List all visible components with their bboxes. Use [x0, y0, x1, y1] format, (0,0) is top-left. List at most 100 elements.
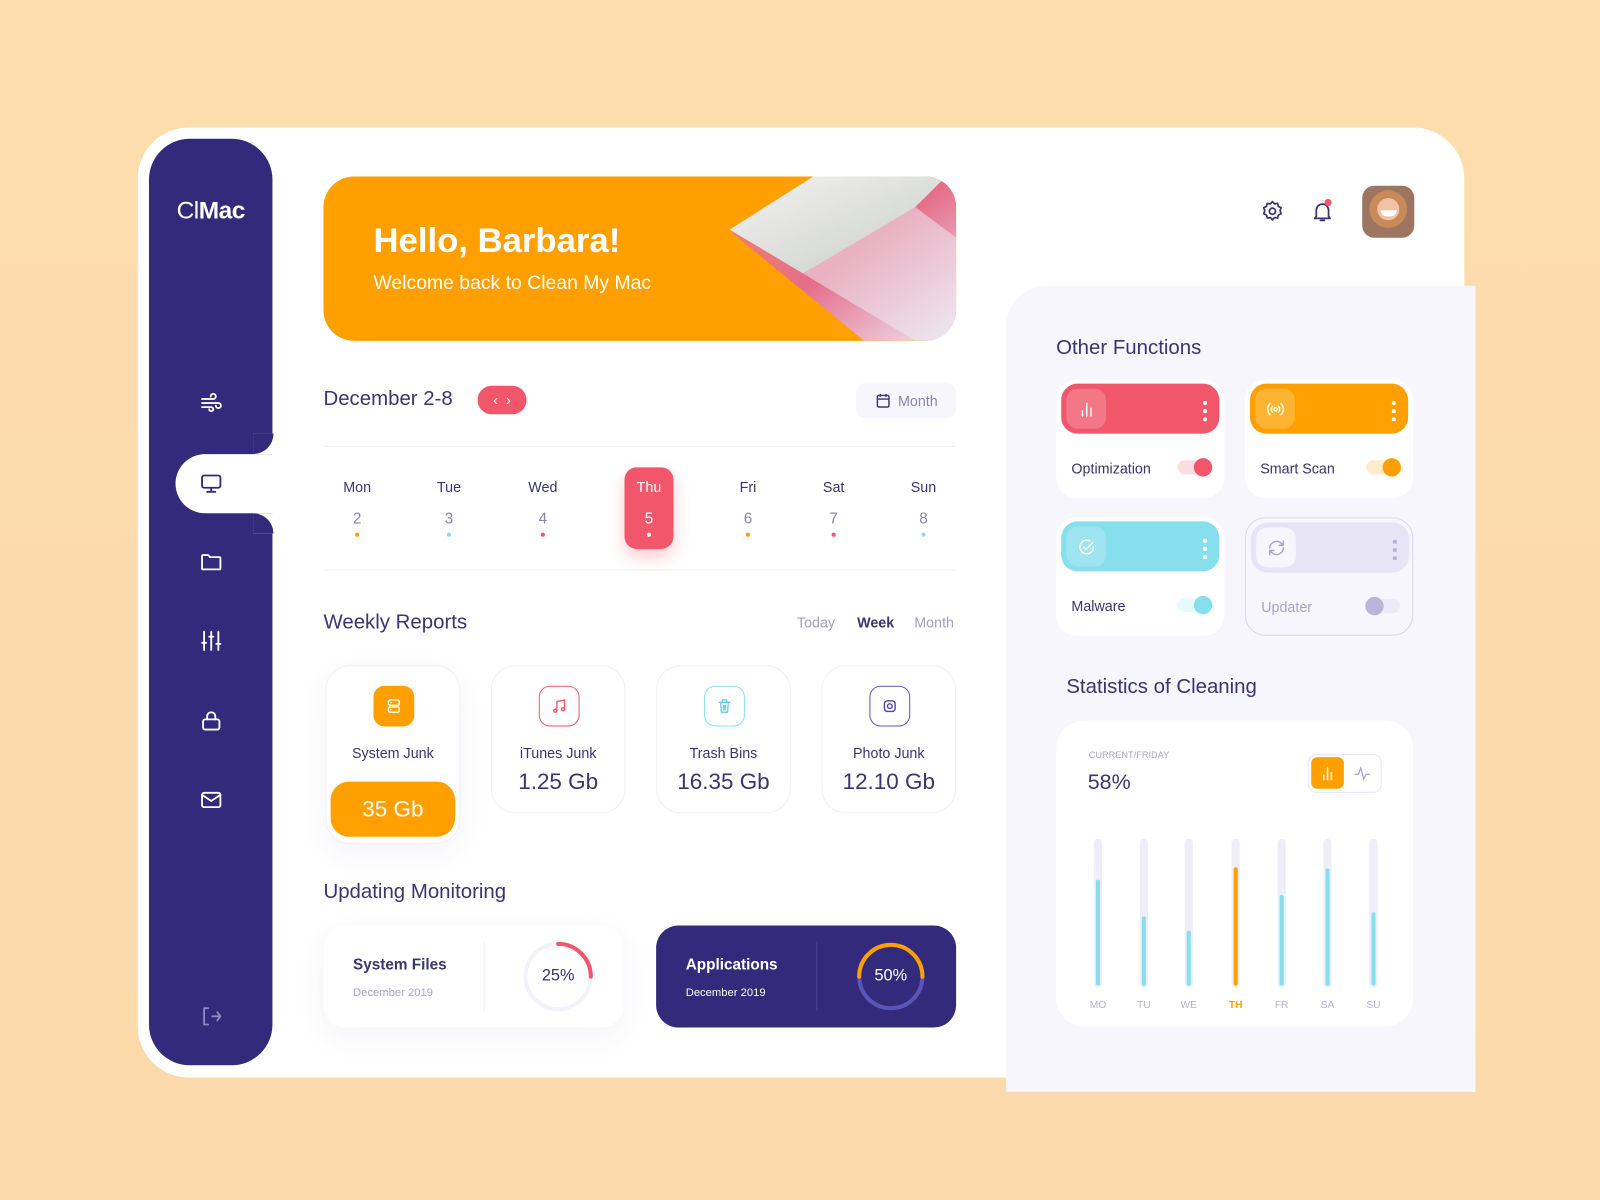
logout-button[interactable]: [194, 999, 229, 1034]
statistics-value: 58%: [1087, 770, 1131, 794]
report-value: 16.35 Gb: [677, 768, 770, 794]
notifications-button[interactable]: [1310, 198, 1334, 229]
bar-chart-icon: [1066, 388, 1107, 429]
sidebar-item-files[interactable]: [194, 545, 229, 580]
statistics-card: CURRENT/FRIDAY 58% MO TU WE TH FR SA SU: [1056, 720, 1414, 1027]
function-toggle[interactable]: [1177, 458, 1213, 477]
bar-label: WE: [1180, 999, 1197, 1012]
sidebar: [148, 138, 273, 1066]
day-event-dot: [355, 532, 360, 537]
bar-tu: [1141, 916, 1146, 986]
bar-view-button[interactable]: [1311, 757, 1344, 789]
day-event-dot: [745, 532, 750, 537]
divider: [483, 941, 485, 1012]
line-view-button[interactable]: [1346, 757, 1379, 789]
bar-mo: [1095, 879, 1100, 986]
more-options-icon[interactable]: [1203, 538, 1208, 560]
function-toggle[interactable]: [1366, 458, 1402, 477]
welcome-banner: Hello, Barbara! Welcome back to Clean My…: [323, 176, 957, 341]
divider: [323, 445, 957, 447]
tab-week[interactable]: Week: [857, 614, 895, 631]
more-options-icon[interactable]: [1203, 401, 1208, 422]
broadcast-icon: [1255, 388, 1295, 429]
date-range: December 2-8: [323, 387, 453, 411]
function-toggle[interactable]: [1365, 596, 1400, 616]
day-date: 2: [352, 510, 362, 528]
chevron-right-icon[interactable]: ›: [506, 391, 511, 409]
sidebar-item-mail[interactable]: [194, 783, 229, 818]
function-card-optimization[interactable]: Optimization: [1056, 379, 1225, 498]
monitor-subtitle: December 2019: [353, 986, 433, 999]
camera-icon: [869, 685, 911, 727]
day-date: 3: [444, 510, 454, 528]
bar-label: SU: [1366, 999, 1381, 1012]
sidebar-item-security[interactable]: [194, 703, 229, 738]
statistics-caption: CURRENT/FRIDAY: [1088, 749, 1170, 761]
calendar-day-wed[interactable]: Wed 4: [512, 467, 573, 549]
function-card-malware[interactable]: Malware: [1056, 517, 1225, 636]
monitoring-title: Updating Monitoring: [323, 880, 507, 904]
week-nav-button[interactable]: ‹ ›: [477, 385, 527, 415]
calendar-day-tue[interactable]: Tue 3: [418, 467, 479, 549]
function-card-updater[interactable]: Updater: [1244, 517, 1414, 636]
tab-month[interactable]: Month: [914, 614, 954, 631]
day-event-dot: [831, 532, 836, 537]
logout-icon: [203, 1007, 222, 1026]
calendar-day-thu[interactable]: Thu 5: [624, 467, 674, 549]
function-name: Optimization: [1071, 460, 1151, 477]
bar-track-su: [1369, 838, 1378, 988]
report-value: 35 Gb: [330, 781, 456, 837]
day-name: Mon: [343, 478, 372, 495]
more-options-icon[interactable]: [1391, 401, 1396, 422]
function-card-smart-scan[interactable]: Smart Scan: [1244, 379, 1414, 498]
report-card-system-junk[interactable]: System Junk 35 Gb: [325, 665, 461, 844]
day-name: Sun: [910, 478, 937, 495]
day-event-dot: [921, 532, 926, 537]
report-value: 1.25 Gb: [518, 768, 599, 794]
bar-track-sa: [1323, 838, 1332, 988]
day-event-dot: [646, 532, 652, 537]
calendar-day-mon[interactable]: Mon 2: [327, 467, 388, 549]
report-label: Photo Junk: [853, 744, 925, 762]
avatar-smile: [1380, 210, 1397, 217]
toggle-knob: [1193, 458, 1213, 477]
avatar[interactable]: [1362, 185, 1415, 238]
tab-today[interactable]: Today: [796, 614, 836, 631]
monitor-card-system-files[interactable]: System Files December 2019 25%: [323, 925, 624, 1028]
settings-button[interactable]: [1260, 199, 1284, 229]
sidebar-item-cleaner[interactable]: [194, 386, 229, 421]
sidebar-item-settings[interactable]: [194, 623, 229, 658]
chevron-left-icon[interactable]: ‹: [493, 391, 498, 409]
progress-ring: [857, 942, 925, 1011]
sidebar-item-dashboard[interactable]: [194, 466, 229, 501]
monitor-icon: [201, 474, 222, 493]
month-view-button[interactable]: Month: [856, 382, 957, 419]
sidebar-active-tab: [175, 454, 278, 514]
calendar-day-fri[interactable]: Fri 6: [717, 467, 778, 549]
day-event-dot: [446, 532, 452, 537]
report-card-photo-junk[interactable]: Photo Junk 12.10 Gb: [821, 665, 957, 814]
day-name: Sat: [822, 478, 845, 495]
day-name: Fri: [739, 478, 757, 495]
bar-label: TU: [1137, 999, 1151, 1012]
calendar-day-sun[interactable]: Sun 8: [893, 467, 954, 549]
report-label: Trash Bins: [689, 744, 758, 762]
toggle-knob: [1365, 596, 1384, 616]
report-card-trash-bins[interactable]: Trash Bins 16.35 Gb: [656, 665, 791, 814]
bar-label: MO: [1089, 999, 1107, 1012]
day-event-dot: [540, 532, 545, 537]
function-card-header: [1249, 383, 1409, 434]
report-card-itunes-junk[interactable]: iTunes Junk 1.25 Gb: [490, 665, 626, 814]
calendar-day-sat[interactable]: Sat 7: [803, 467, 864, 549]
monitor-card-applications[interactable]: Applications December 2019 50%: [656, 925, 957, 1028]
calendar-icon: [876, 394, 890, 408]
greeting-subtitle: Welcome back to Clean My Mac: [373, 272, 652, 294]
check-circle-icon: [1066, 526, 1107, 567]
bar-track-fr: [1277, 838, 1286, 988]
divider: [816, 941, 818, 1012]
more-options-icon[interactable]: [1392, 539, 1397, 561]
function-toggle[interactable]: [1177, 595, 1213, 615]
month-button-label: Month: [897, 392, 938, 409]
bar-track-we: [1184, 838, 1193, 988]
progress-ring: [523, 941, 593, 1012]
